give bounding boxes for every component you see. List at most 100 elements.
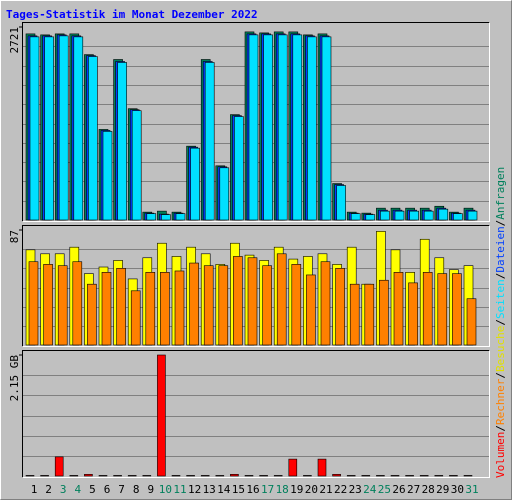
y-tick-label: 2721 xyxy=(8,27,21,54)
panel xyxy=(22,350,490,478)
bar xyxy=(438,208,449,221)
x-tick-label: 4 xyxy=(74,483,81,496)
bar xyxy=(28,261,39,346)
x-tick-label: 9 xyxy=(147,483,154,496)
panel-light xyxy=(22,350,490,478)
x-tick-label: 13 xyxy=(203,483,216,496)
bar xyxy=(350,213,361,221)
bar xyxy=(422,271,433,346)
bar xyxy=(419,475,429,477)
panel-shadow xyxy=(22,225,490,347)
bar xyxy=(335,268,345,346)
y-tick-label: 2.15 GB xyxy=(8,355,21,402)
chart-title: Tages-Statistik im Monat Dezember 2022 xyxy=(6,8,258,21)
x-tick-label: 30 xyxy=(451,483,464,496)
bar xyxy=(365,214,376,221)
bar xyxy=(288,458,298,477)
bar xyxy=(306,274,316,346)
bar xyxy=(101,271,112,346)
legend-separator: / xyxy=(494,319,507,326)
bar xyxy=(466,298,477,346)
bar xyxy=(393,271,404,346)
bar xyxy=(376,475,385,477)
bar xyxy=(361,475,371,477)
bar xyxy=(277,34,288,221)
bar xyxy=(307,36,317,221)
legend-entry: Dateien xyxy=(494,226,507,272)
bar xyxy=(102,131,113,221)
bar xyxy=(174,270,185,346)
bar xyxy=(276,253,287,346)
bar xyxy=(234,116,244,221)
bar xyxy=(29,36,40,221)
bar xyxy=(157,354,166,477)
bar xyxy=(116,268,126,346)
bar xyxy=(320,261,331,346)
x-tick-label: 20 xyxy=(305,483,318,496)
bar xyxy=(204,62,215,221)
x-tick-label: 27 xyxy=(407,483,420,496)
bar xyxy=(291,264,302,346)
bar xyxy=(215,475,225,477)
bar xyxy=(58,35,69,221)
x-tick-label: 14 xyxy=(217,483,231,496)
bar xyxy=(130,290,141,346)
x-tick-label: 29 xyxy=(436,483,449,496)
bar xyxy=(263,34,273,221)
x-tick-label: 28 xyxy=(422,483,435,496)
bar xyxy=(160,271,170,346)
x-tick-label: 23 xyxy=(349,483,362,496)
x-tick-label: 2 xyxy=(45,483,52,496)
bar xyxy=(43,264,53,346)
panel-shadow xyxy=(22,350,490,478)
bar xyxy=(73,36,84,221)
x-tick-label: 15 xyxy=(232,483,245,496)
x-tick-label: 3 xyxy=(60,483,67,496)
x-tick-label: 11 xyxy=(173,483,186,496)
bar xyxy=(437,273,448,346)
x-tick-label: 5 xyxy=(89,483,96,496)
bar xyxy=(244,475,254,477)
bar xyxy=(349,283,360,346)
x-tick-label: 10 xyxy=(159,483,172,496)
bar xyxy=(161,214,171,221)
bar xyxy=(434,475,444,477)
x-tick-label: 21 xyxy=(319,483,332,496)
bar xyxy=(57,265,68,346)
bar xyxy=(380,210,390,221)
bar xyxy=(88,56,98,221)
bar xyxy=(453,213,463,221)
bar xyxy=(408,282,418,346)
legend-entry: Seiten xyxy=(494,279,507,319)
x-tick-label: 16 xyxy=(246,483,259,496)
x-tick-label: 18 xyxy=(276,483,289,496)
bar xyxy=(98,475,108,477)
bar xyxy=(146,213,157,221)
x-tick-label: 24 xyxy=(363,483,377,496)
bar xyxy=(409,210,419,221)
bar xyxy=(233,256,243,346)
bar xyxy=(69,475,79,477)
bar xyxy=(54,456,64,477)
bar xyxy=(218,265,229,346)
bar xyxy=(259,475,268,477)
x-tick-label: 17 xyxy=(261,483,274,496)
legend-separator: / xyxy=(494,372,507,379)
legend-separator: / xyxy=(494,273,507,280)
bar xyxy=(463,475,473,477)
x-tick-label: 6 xyxy=(104,483,111,496)
legend-entry: Volumen xyxy=(494,432,507,478)
bar xyxy=(317,458,327,477)
bar xyxy=(292,34,303,221)
bar xyxy=(423,210,434,221)
bar xyxy=(449,475,458,477)
bar xyxy=(247,257,258,346)
bar xyxy=(87,283,97,346)
bar xyxy=(84,474,93,477)
legend-separator: / xyxy=(494,220,507,227)
x-tick-label: 7 xyxy=(118,483,125,496)
bar xyxy=(190,147,200,221)
